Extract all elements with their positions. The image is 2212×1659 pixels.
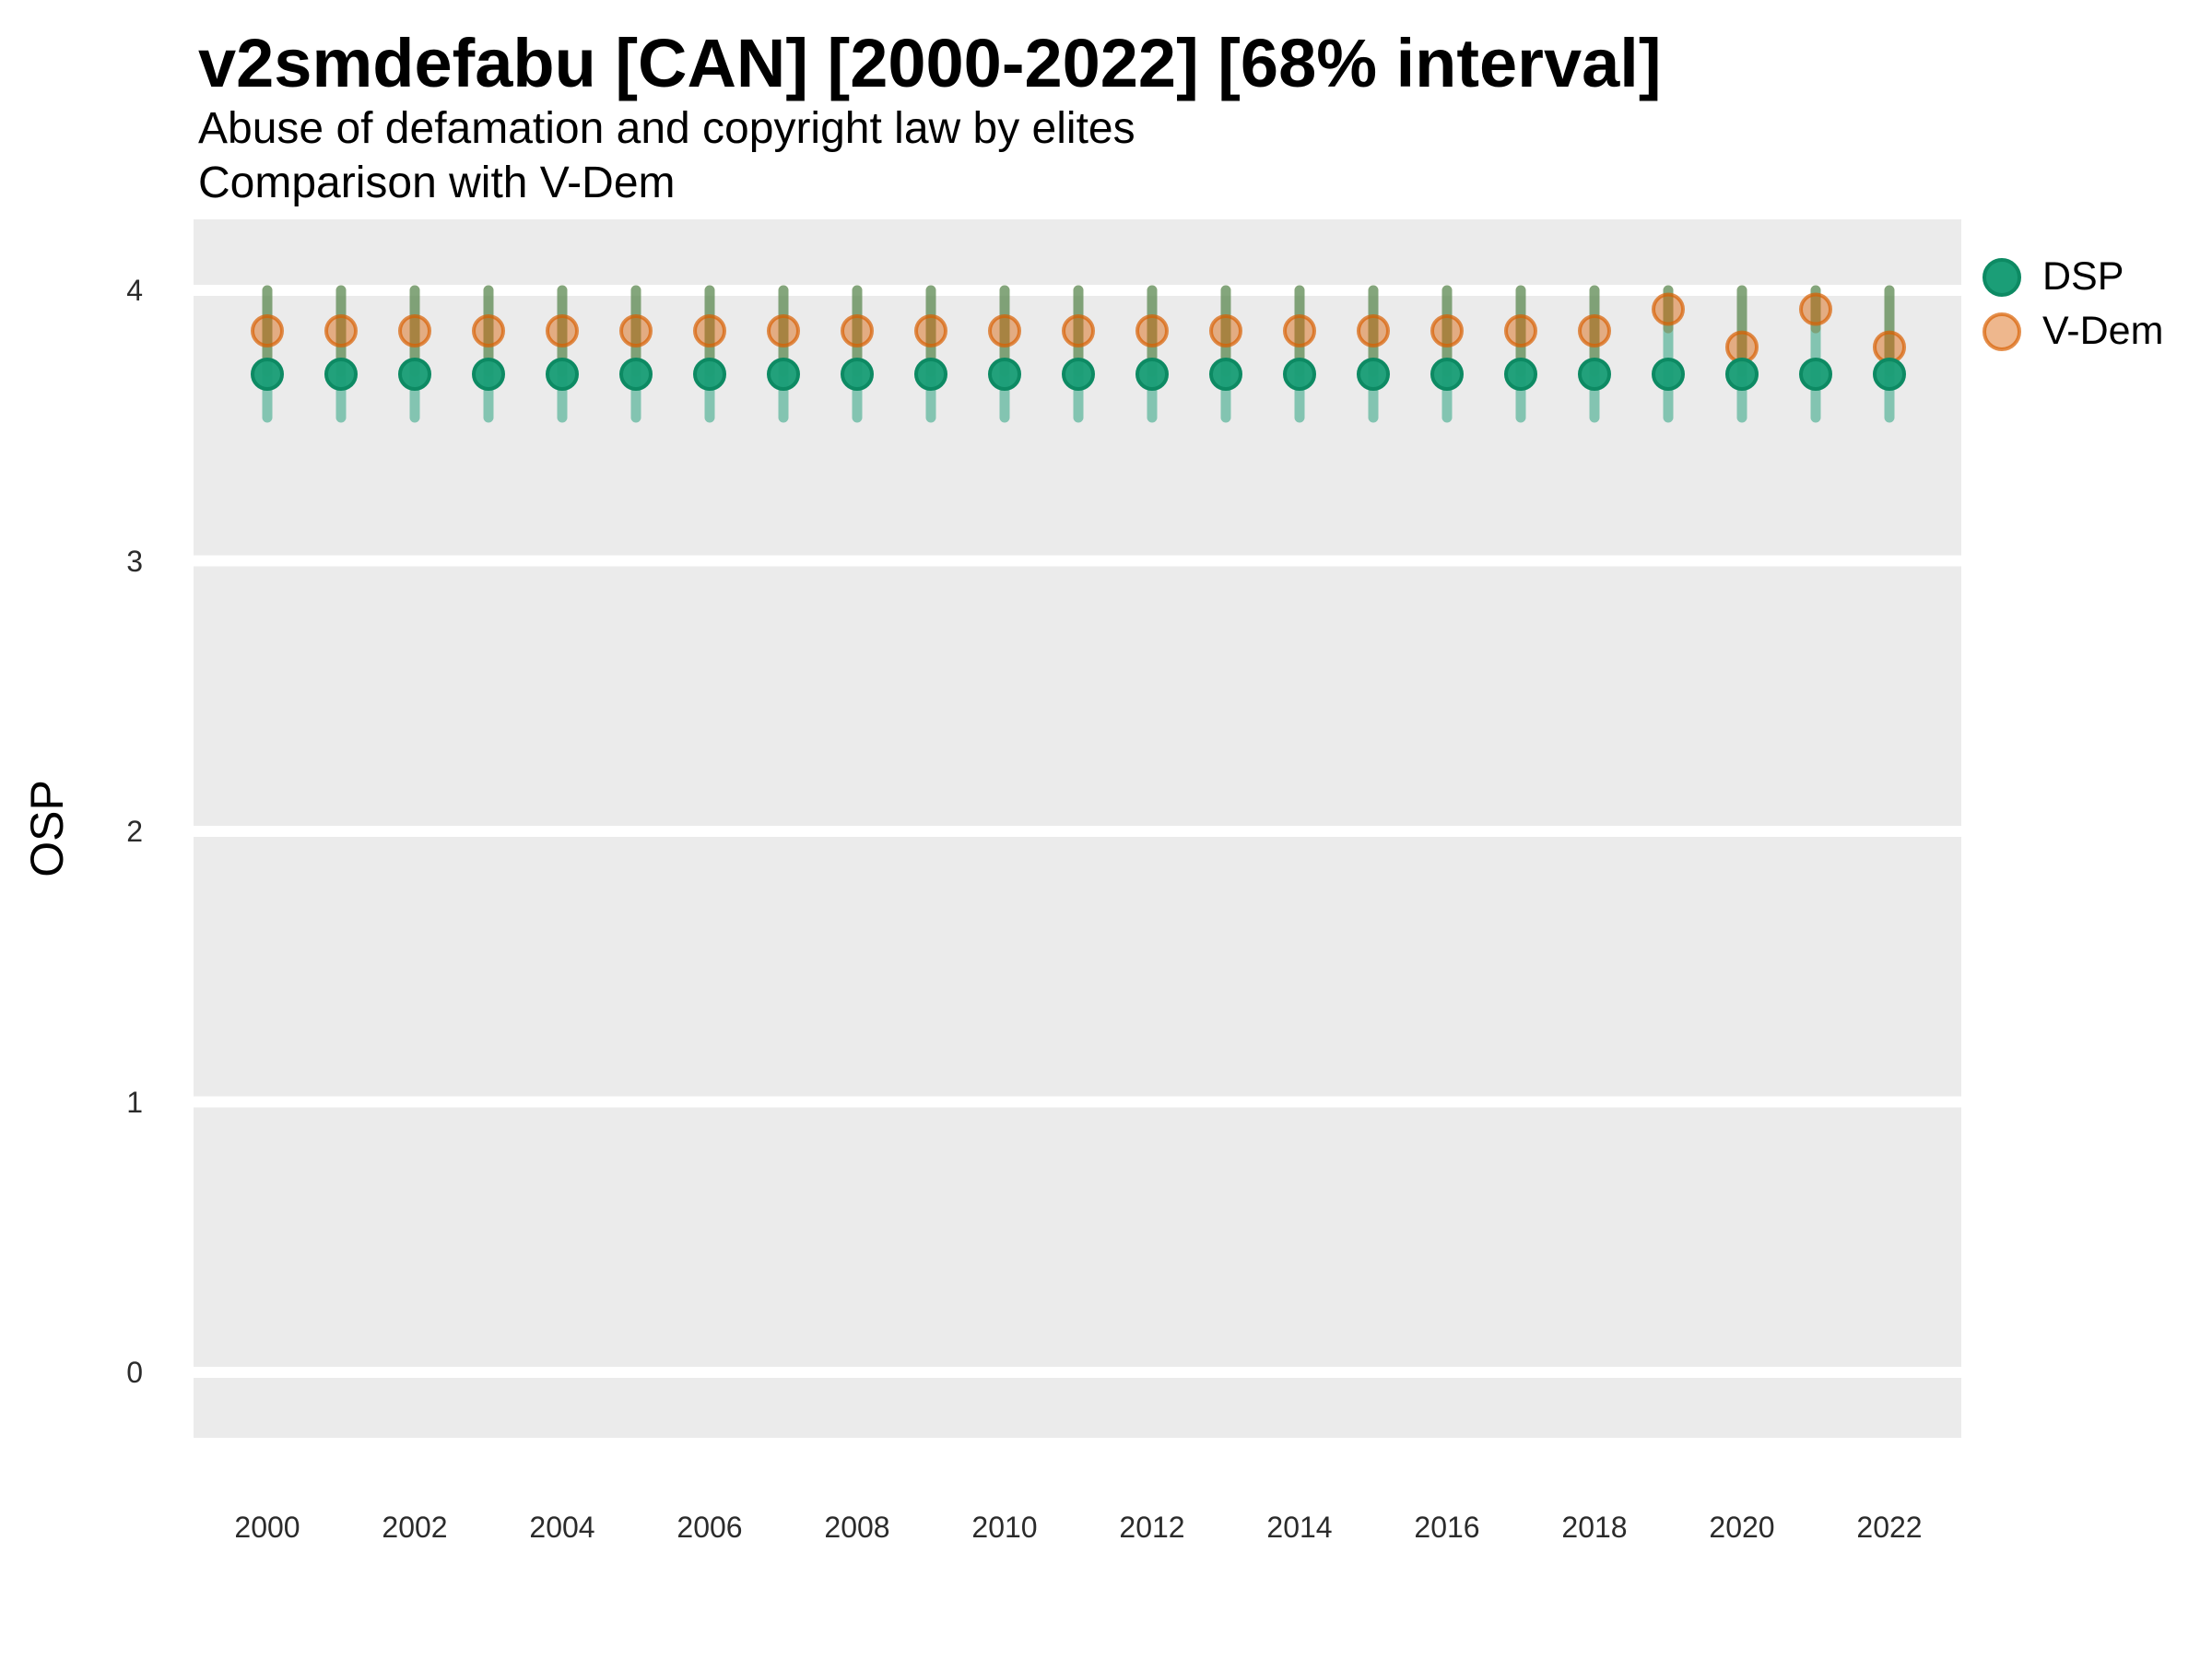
dsp-point-2008	[841, 357, 874, 391]
vdem-point-2006	[693, 314, 726, 348]
dsp-point-2015	[1357, 357, 1390, 391]
vdem-point-2003	[472, 314, 505, 348]
vdem-point-2008	[841, 314, 874, 348]
subtitle-line-2: Comparison with V-Dem	[198, 159, 676, 207]
chart-title: v2smdefabu [CAN] [2000-2022] [68% interv…	[198, 25, 1662, 101]
vdem-point-2000	[251, 314, 284, 348]
legend-label-v-dem: V-Dem	[2042, 309, 2164, 353]
vdem-point-2019	[1652, 292, 1685, 326]
dsp-point-2004	[546, 357, 579, 391]
dsp-point-2011	[1062, 357, 1095, 391]
vdem-point-2018	[1578, 314, 1611, 348]
vdem-point-2012	[1135, 314, 1169, 348]
dsp-point-2014	[1283, 357, 1316, 391]
legend-swatch-v-dem-icon	[1983, 312, 2021, 351]
vdem-point-2013	[1209, 314, 1242, 348]
x-tick-label-2004: 2004	[529, 1511, 595, 1544]
dsp-point-2006	[693, 357, 726, 391]
y-axis-title: OSP	[21, 780, 73, 877]
vdem-point-2004	[546, 314, 579, 348]
legend-item-dsp: DSP	[1980, 250, 2163, 304]
y-tick-label-0: 0	[126, 1356, 143, 1389]
plot-canvas	[194, 285, 1961, 1378]
vdem-point-2007	[767, 314, 800, 348]
y-tick-label-1: 1	[126, 1085, 143, 1119]
dsp-point-2007	[767, 357, 800, 391]
y-tick-label-3: 3	[126, 544, 143, 578]
vdem-point-2021	[1799, 292, 1832, 326]
x-tick-label-2020: 2020	[1709, 1511, 1775, 1544]
dsp-point-2019	[1652, 357, 1685, 391]
vdem-point-2016	[1430, 314, 1464, 348]
vdem-point-2022	[1873, 330, 1906, 364]
x-tick-label-2012: 2012	[1119, 1511, 1185, 1544]
vdem-point-2020	[1725, 330, 1759, 364]
x-tick-label-2022: 2022	[1856, 1511, 1923, 1544]
vdem-point-2014	[1283, 314, 1316, 348]
x-tick-label-2008: 2008	[824, 1511, 890, 1544]
dsp-point-2009	[914, 357, 947, 391]
x-tick-label-2002: 2002	[382, 1511, 448, 1544]
x-tick-label-2016: 2016	[1414, 1511, 1480, 1544]
y-tick-label-4: 4	[126, 274, 143, 307]
legend: DSP V-Dem	[1980, 250, 2163, 359]
dsp-point-2021	[1799, 357, 1832, 391]
vdem-point-2002	[398, 314, 431, 348]
dsp-point-2020	[1725, 357, 1759, 391]
x-tick-label-2018: 2018	[1561, 1511, 1628, 1544]
dsp-point-2000	[251, 357, 284, 391]
x-tick-label-2014: 2014	[1266, 1511, 1333, 1544]
vdem-point-2005	[619, 314, 653, 348]
dsp-point-2012	[1135, 357, 1169, 391]
plot-panel	[194, 219, 1961, 1438]
x-tick-label-2006: 2006	[677, 1511, 743, 1544]
chart-subtitle: Abuse of defamation and copyright law by…	[198, 101, 1135, 210]
vdem-point-2001	[324, 314, 358, 348]
y-axis-title-container: OSP	[21, 780, 73, 877]
dsp-point-2022	[1873, 357, 1906, 391]
dsp-point-2017	[1504, 357, 1537, 391]
dsp-point-2018	[1578, 357, 1611, 391]
x-tick-label-2000: 2000	[234, 1511, 300, 1544]
legend-item-v-dem: V-Dem	[1980, 304, 2163, 359]
subtitle-line-1: Abuse of defamation and copyright law by…	[198, 104, 1135, 153]
x-tick-label-2010: 2010	[971, 1511, 1038, 1544]
dsp-point-2001	[324, 357, 358, 391]
dsp-point-2002	[398, 357, 431, 391]
vdem-point-2010	[988, 314, 1021, 348]
vdem-point-2017	[1504, 314, 1537, 348]
dsp-point-2013	[1209, 357, 1242, 391]
legend-swatch-dsp-icon	[1983, 257, 2021, 297]
legend-label-dsp: DSP	[2042, 254, 2124, 299]
dsp-point-2005	[619, 357, 653, 391]
y-tick-label-2: 2	[126, 815, 143, 848]
dsp-point-2003	[472, 357, 505, 391]
vdem-point-2015	[1357, 314, 1390, 348]
vdem-point-2011	[1062, 314, 1095, 348]
dsp-point-2016	[1430, 357, 1464, 391]
dsp-point-2010	[988, 357, 1021, 391]
vdem-point-2009	[914, 314, 947, 348]
